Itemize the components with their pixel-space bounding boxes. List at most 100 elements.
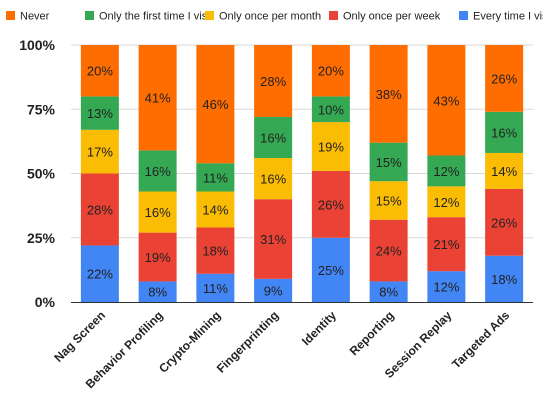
bar-stack-targeted-ads: 18% 26% 14% 16% 26% (485, 45, 524, 302)
data-label: 22% (87, 267, 113, 282)
legend-swatch (329, 11, 338, 20)
x-tick-label: Reporting (347, 308, 397, 358)
data-label: 26% (491, 71, 517, 86)
data-label: 12% (433, 164, 459, 179)
data-label: 26% (491, 215, 517, 230)
data-label: 18% (202, 244, 228, 259)
data-label: 16% (260, 172, 286, 187)
data-label: 12% (433, 195, 459, 210)
x-tick-label: Identity (299, 308, 339, 348)
bar-segment-only-once-per-week (427, 217, 466, 272)
data-label: 15% (376, 193, 402, 208)
bar-segment-never (138, 45, 177, 151)
data-label: 14% (202, 202, 228, 217)
bar-segment-every-time-i-visit (485, 255, 524, 302)
bar-stack-identity: 25% 26% 19% 10% 20% (311, 45, 350, 302)
legend-item-never: Never (6, 11, 50, 23)
data-label: 24% (376, 244, 402, 259)
data-label: 9% (264, 283, 283, 298)
data-label: 11% (203, 281, 228, 296)
bar-segment-only-once-per-month (485, 152, 524, 189)
data-label: 16% (145, 205, 171, 220)
y-tick-label: 75% (27, 101, 56, 117)
bar-stack-reporting: 8% 24% 15% 15% 38% (369, 45, 408, 302)
bar-segment-only-the-first-time-i-visit (311, 96, 350, 123)
bar-segment-only-the-first-time-i-visit (254, 116, 293, 159)
x-tick-label: Targeted Ads (449, 308, 512, 371)
legend-item-only-the-first-time-i-visit: Only the first time I visit (85, 11, 213, 23)
legend-label: Only the first time I visit (99, 11, 213, 23)
bar-stack-crypto-mining: 11% 18% 14% 11% 46% (196, 45, 235, 302)
bar-segment-every-time-i-visit (427, 271, 466, 302)
data-label: 38% (376, 87, 402, 102)
data-label: 20% (318, 64, 344, 79)
bar-segment-only-the-first-time-i-visit (196, 163, 235, 192)
y-tick-label: 0% (35, 294, 56, 310)
y-tick-label: 100% (19, 37, 55, 53)
bar-segment-only-once-per-week (311, 170, 350, 238)
x-tick-label: Nag Screen (51, 308, 108, 365)
data-label: 8% (148, 285, 167, 300)
bar-segment-every-time-i-visit (369, 281, 408, 302)
bar-segment-only-once-per-week (369, 219, 408, 282)
bar-segment-only-once-per-month (311, 122, 350, 171)
bar-segment-only-once-per-month (254, 158, 293, 200)
bar-segment-only-once-per-month (80, 129, 119, 174)
bar-stack-nag-screen: 22% 28% 17% 13% 20% (80, 45, 119, 302)
data-label: 8% (379, 285, 398, 300)
bar-segment-every-time-i-visit (196, 273, 235, 302)
bar-segment-only-once-per-week (138, 232, 177, 282)
data-label: 16% (491, 125, 517, 140)
legend-swatch (85, 11, 94, 20)
x-tick-label: Fingerprinting (214, 308, 281, 375)
data-label: 21% (433, 237, 459, 252)
bar-segment-only-once-per-week (80, 173, 119, 246)
y-axis: 0% 25% 50% 75% 100% (19, 37, 55, 310)
bar-segment-only-the-first-time-i-visit (80, 96, 119, 130)
bar-stack-fingerprinting: 9% 31% 16% 16% 28% (254, 45, 293, 302)
bar-stack-behavior-profiling: 8% 19% 16% 16% 41% (138, 45, 177, 302)
legend-label: Every time I visit (473, 11, 543, 23)
y-tick-label: 50% (27, 166, 56, 182)
data-label: 28% (260, 74, 286, 89)
data-label: 11% (203, 170, 228, 185)
data-label: 14% (491, 164, 517, 179)
legend-label: Never (20, 11, 50, 23)
legend-item-every-time-i-visit: Every time I visit (459, 11, 543, 23)
bar-segment-only-the-first-time-i-visit (485, 111, 524, 153)
bar-segment-only-once-per-week (254, 199, 293, 279)
data-label: 17% (87, 145, 113, 160)
bar-segment-only-once-per-month (196, 191, 235, 228)
data-label: 12% (433, 280, 459, 295)
legend: Never Only the first time I visit Only onc… (6, 11, 543, 23)
data-label: 10% (318, 102, 344, 117)
data-label: 25% (318, 263, 344, 278)
bar-segment-only-the-first-time-i-visit (369, 142, 408, 182)
bar-segment-never (311, 45, 350, 97)
data-label: 26% (318, 197, 344, 212)
bar-segment-every-time-i-visit (254, 278, 293, 302)
data-label: 18% (491, 272, 517, 287)
bar-segment-never (485, 45, 524, 112)
legend-swatch (205, 11, 214, 20)
bars: 22%28%17%13%20%8%19%16%16%41%11%18%14%11… (71, 45, 533, 303)
data-label: 41% (145, 91, 171, 106)
bar-segment-never (196, 45, 235, 164)
data-label: 16% (260, 131, 286, 146)
legend-label: Only once per month (219, 11, 321, 23)
bar-segment-every-time-i-visit (311, 237, 350, 302)
data-label: 16% (145, 164, 171, 179)
bar-segment-never (369, 45, 408, 143)
bar-segment-every-time-i-visit (80, 245, 119, 302)
bar-segment-only-once-per-month (138, 191, 177, 233)
data-label: 19% (318, 140, 344, 155)
data-label: 46% (202, 97, 228, 112)
bar-segment-only-the-first-time-i-visit (427, 155, 466, 187)
legend-swatch (459, 11, 468, 20)
legend-item-only-once-per-week: Only once per week (329, 11, 441, 23)
bar-segment-only-once-per-week (485, 188, 524, 256)
data-label: 31% (260, 232, 286, 247)
bar-segment-only-once-per-week (196, 227, 235, 274)
